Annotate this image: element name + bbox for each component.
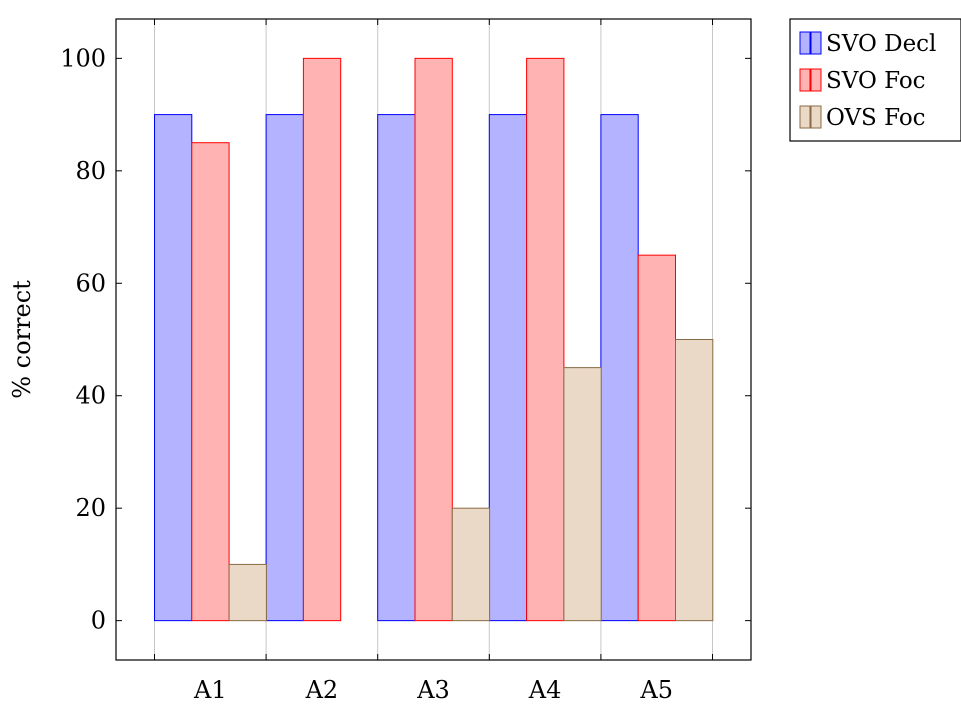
x-tick-labels: A1 A2 A3 A4 A5 <box>193 676 673 704</box>
bar-svo-foc <box>302 57 342 622</box>
bar-svo-foc <box>414 57 453 622</box>
bar-svo-foc <box>526 57 565 622</box>
x-tick-label: A2 <box>305 676 339 704</box>
bar-ovs-foc <box>563 367 602 622</box>
y-tick-label: 60 <box>75 269 106 297</box>
legend-swatch <box>810 68 822 92</box>
legend-label: SVO Foc <box>826 68 926 94</box>
y-tick-labels: 0 20 40 60 80 100 <box>60 44 106 634</box>
bar-svo-decl <box>600 114 639 622</box>
y-tick-label: 80 <box>75 157 106 185</box>
bar-ovs-foc <box>228 563 267 622</box>
plot-frame <box>115 18 752 661</box>
y-tick-label: 20 <box>75 494 106 522</box>
axis-ticks <box>116 19 751 660</box>
bar-svo-decl <box>377 114 416 622</box>
legend-swatch <box>810 105 822 129</box>
legend-swatch <box>799 68 811 92</box>
bar-svo-decl <box>154 114 193 622</box>
legend-swatch <box>799 31 811 55</box>
bar-ovs-foc <box>451 507 491 622</box>
legend-label: OVS Foc <box>826 105 926 131</box>
y-tick-label: 100 <box>60 44 106 72</box>
bar-svo-foc <box>637 254 677 622</box>
y-tick-label: 0 <box>91 607 106 635</box>
bars <box>154 57 714 622</box>
y-axis-label: % correct <box>8 280 36 399</box>
legend-swatch <box>810 31 822 55</box>
legend-label: SVO Decl <box>826 31 936 57</box>
bar-svo-decl <box>265 114 304 622</box>
x-tick-label: A3 <box>416 676 450 704</box>
x-tick-label: A5 <box>639 676 673 704</box>
legend-entry: OVS Foc <box>799 105 926 131</box>
bar-svo-foc <box>191 142 230 622</box>
bar-ovs-foc <box>675 339 714 622</box>
legend-entry: SVO Foc <box>799 68 926 94</box>
x-tick-label: A4 <box>528 676 562 704</box>
bar-svo-decl <box>488 114 528 622</box>
legend-entry: SVO Decl <box>799 31 936 57</box>
y-tick-label: 40 <box>75 382 106 410</box>
legend-swatch <box>799 105 811 129</box>
x-tick-label: A1 <box>193 676 227 704</box>
legend: SVO Decl SVO Foc OVS Foc <box>789 18 961 142</box>
